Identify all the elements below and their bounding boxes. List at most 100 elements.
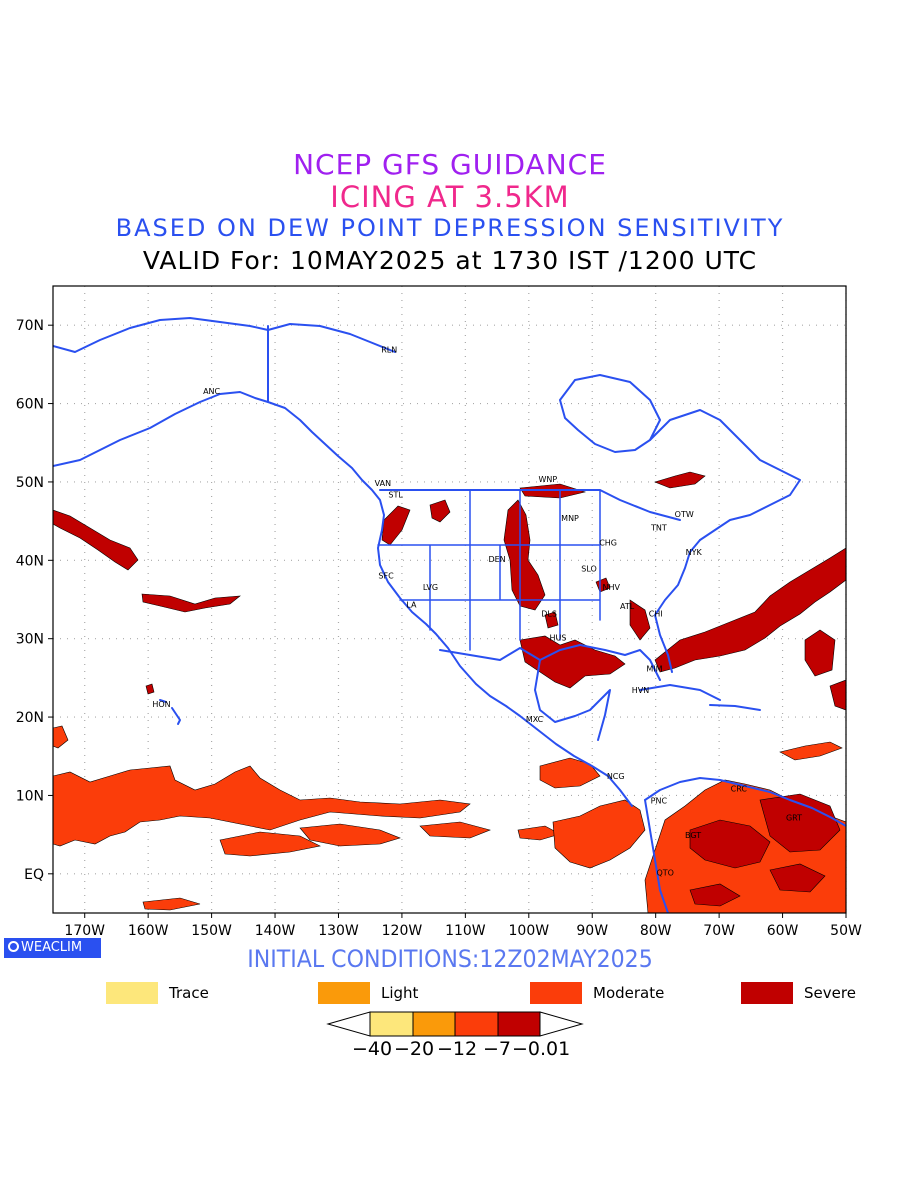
title-line-2: ICING AT 3.5KM	[330, 180, 570, 214]
station-label: DLS	[541, 610, 557, 619]
lon-label: 70W	[703, 923, 735, 939]
station-label: SFC	[378, 571, 394, 580]
lon-label: 50W	[830, 923, 862, 939]
icing-region	[53, 765, 471, 847]
station-label: LA	[406, 600, 417, 609]
title-line-1: NCEP GFS GUIDANCE	[293, 148, 607, 181]
colorbar-label: −12	[437, 1038, 478, 1060]
lon-label: 130W	[318, 923, 359, 939]
station-label: OTW	[675, 510, 694, 519]
colorbar-segment-light	[412, 1011, 456, 1037]
lon-label: 90W	[576, 923, 608, 939]
legend-label-moderate: Moderate	[593, 984, 665, 1002]
station-label: VAN	[375, 479, 391, 488]
lat-label: 30N	[16, 632, 44, 648]
coastline	[539, 644, 661, 681]
station-label: CHG	[599, 538, 617, 547]
coastline	[654, 539, 701, 673]
lon-label: 170W	[64, 923, 105, 939]
icing-region	[53, 509, 139, 571]
legend-swatch-light	[318, 982, 370, 1004]
legend-swatch-moderate	[530, 982, 582, 1004]
initial-conditions: INITIAL CONDITIONS:12Z02MAY2025	[247, 945, 653, 973]
colorbar-label: −40	[352, 1038, 393, 1060]
station-label: HUS	[550, 633, 567, 642]
icing-region	[769, 863, 826, 893]
station-label: TNT	[650, 524, 667, 533]
lat-label: 40N	[16, 553, 44, 569]
station-label: MXC	[526, 715, 544, 724]
station-label: BGT	[685, 831, 701, 840]
icing-region	[552, 799, 646, 869]
colorbar-segment-moderate	[454, 1011, 499, 1037]
lat-label: 70N	[16, 318, 44, 334]
icing-region	[654, 471, 706, 489]
coastline	[649, 409, 801, 541]
lat-label: EQ	[24, 867, 44, 883]
icing-region	[654, 547, 846, 673]
station-label: CHI	[649, 610, 663, 619]
colorbar-right-arrow	[539, 1011, 584, 1037]
lon-label: 150W	[191, 923, 232, 939]
coastline	[639, 684, 721, 701]
lon-label: 160W	[128, 923, 169, 939]
coastline	[644, 799, 669, 913]
coastline	[534, 659, 611, 741]
icing-region	[503, 499, 546, 611]
coastline	[644, 777, 846, 827]
title-line-4: VALID For: 10MAY2025 at 1730 IST /1200 U…	[142, 246, 758, 275]
icing-region	[759, 793, 841, 853]
legend-swatch-severe	[741, 982, 793, 1004]
icing-region	[829, 679, 846, 711]
station-label: NHV	[603, 583, 621, 592]
legend-label-severe: Severe	[804, 984, 856, 1002]
station-label: GRT	[786, 814, 802, 823]
icing-region	[381, 505, 411, 546]
station-label: ANC	[203, 387, 220, 396]
station-label: RLN	[381, 346, 397, 355]
icing-region	[689, 819, 771, 869]
lon-label: 120W	[382, 923, 423, 939]
lon-label: 100W	[509, 923, 550, 939]
icing-region	[429, 499, 451, 523]
colorbar-label: −20	[394, 1038, 435, 1060]
border	[439, 647, 541, 661]
station-label: WNP	[538, 475, 557, 484]
colorbar-segment-severe	[497, 1011, 541, 1037]
logo-text: WEACLIM	[21, 940, 83, 955]
icing-region	[419, 821, 491, 839]
colorbar-label: −0.01	[512, 1038, 571, 1060]
legend-label-light: Light	[381, 984, 419, 1002]
icing-region	[53, 725, 69, 749]
title-line-3: BASED ON DEW POINT DEPRESSION SENSITIVIT…	[115, 214, 785, 242]
lat-label: 50N	[16, 475, 44, 491]
station-label: CRC	[731, 785, 748, 794]
station-label: NCG	[607, 772, 625, 781]
station-label: SLO	[581, 564, 597, 573]
icing-region	[544, 611, 559, 629]
logo-circle-icon	[8, 941, 19, 952]
coastline	[53, 391, 633, 807]
station-label: PNC	[651, 796, 668, 805]
lat-label: 20N	[16, 710, 44, 726]
icing-region	[689, 883, 741, 907]
weaclim-logo: WEACLIM	[4, 938, 101, 958]
station-label: MIM	[646, 665, 662, 674]
station-label: ATL	[620, 602, 635, 611]
lat-label: 10N	[16, 788, 44, 804]
lat-label: 60N	[16, 397, 44, 413]
icing-region	[142, 897, 201, 911]
colorbar-label: −7	[483, 1038, 512, 1060]
coastline	[709, 704, 761, 711]
icing-region	[145, 683, 155, 695]
border	[379, 489, 681, 521]
station-label: NYK	[686, 548, 703, 557]
station-label: LVG	[423, 583, 438, 592]
lon-label: 60W	[767, 923, 799, 939]
station-label: DEN	[488, 555, 505, 564]
icing-region	[519, 635, 626, 689]
legend-swatch-trace	[106, 982, 158, 1004]
station-label: MNP	[561, 514, 579, 523]
